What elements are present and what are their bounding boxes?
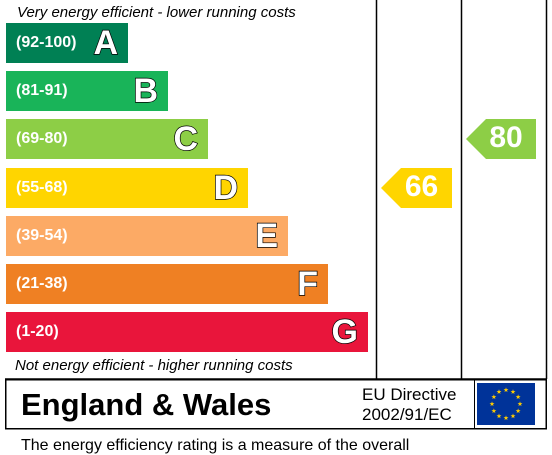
band-e: (39-54) E (6, 216, 288, 256)
band-c: (69-80) C (6, 119, 208, 159)
region-title: England & Wales (21, 387, 272, 422)
band-f: (21-38) F (6, 264, 328, 304)
band-d-range: (55-68) (16, 179, 68, 196)
eu-star-icon (517, 401, 523, 407)
band-f-range: (21-38) (16, 275, 68, 292)
band-a-letter: A (93, 23, 119, 62)
band-b: (81-91) B (6, 71, 168, 111)
band-d-letter: D (213, 168, 239, 207)
eu-star-icon (515, 394, 521, 400)
chart-frame (5, 0, 548, 430)
directive-label: EU Directive 2002/91/EC (362, 385, 456, 425)
eu-star-icon (489, 401, 495, 407)
band-a: (92-100) A (6, 23, 128, 63)
eu-star-icon (491, 408, 497, 414)
eu-flag-icon (477, 383, 535, 425)
footer-cut-text: The energy efficiency rating is a measur… (21, 437, 410, 454)
eu-star-icon (510, 389, 516, 394)
current-rating-arrow: 66 (381, 168, 452, 208)
directive-line-2: 2002/91/EC (362, 405, 452, 424)
band-e-range: (39-54) (16, 227, 68, 244)
eu-star-icon (496, 389, 502, 394)
bottom-note: Not energy efficient - higher running co… (15, 357, 293, 374)
eu-star-icon (496, 413, 502, 419)
band-a-range: (92-100) (16, 34, 77, 51)
band-g-range: (1-20) (16, 323, 59, 340)
band-c-range: (69-80) (16, 130, 68, 147)
band-e-letter: E (255, 216, 279, 255)
potential-rating-value: 80 (489, 121, 523, 154)
eu-star-icon (503, 415, 509, 421)
current-rating-value: 66 (404, 170, 439, 203)
band-b-letter: B (133, 71, 159, 110)
potential-rating-arrow: 80 (466, 119, 536, 159)
band-c-letter: C (173, 119, 199, 158)
band-g: (1-20) G (6, 312, 368, 352)
eu-star-icon (491, 394, 497, 400)
eu-star-icon (510, 413, 516, 419)
band-f-letter: F (297, 264, 319, 303)
band-d: (55-68) D (6, 168, 248, 208)
eu-star-icon (515, 408, 521, 414)
top-note: Very energy efficient - lower running co… (17, 4, 296, 21)
directive-line-1: EU Directive (362, 385, 457, 404)
band-g-letter: G (331, 312, 359, 351)
band-b-range: (81-91) (16, 82, 68, 99)
eu-star-icon (503, 387, 509, 393)
